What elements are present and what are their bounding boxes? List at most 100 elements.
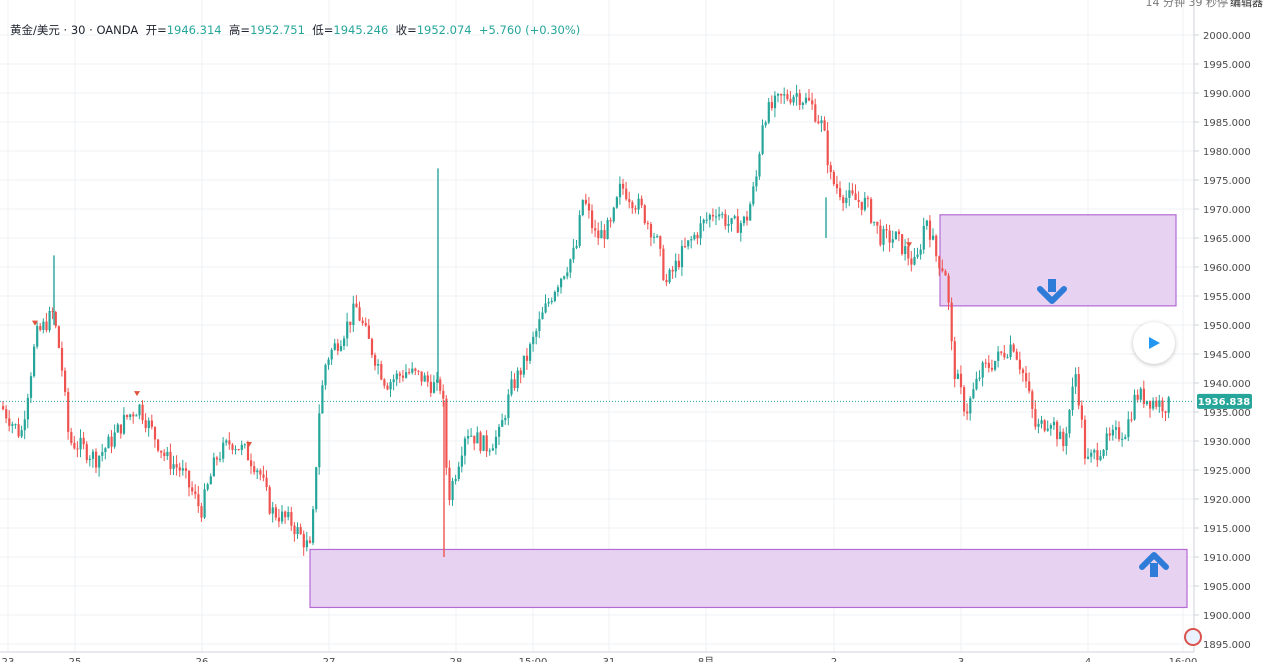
editor-button[interactable]: 编辑器 xyxy=(1230,0,1263,9)
candle-body xyxy=(488,450,491,452)
candle-body xyxy=(525,355,529,361)
candle-body xyxy=(312,509,315,543)
candle-body xyxy=(1000,351,1003,353)
candle-body xyxy=(981,362,984,378)
candle-body xyxy=(597,230,600,239)
candle-body xyxy=(277,517,281,522)
candle-body xyxy=(460,455,463,467)
demand-zone[interactable] xyxy=(309,548,1188,609)
candle-body xyxy=(39,326,42,330)
price-axis[interactable]: 2000.000 1995.000 1990.000 1985.000 1980.000… xyxy=(1193,0,1251,652)
y-tick-label: 1990.000 xyxy=(1203,89,1251,100)
candle-body xyxy=(327,359,330,365)
candle-body xyxy=(702,219,705,224)
candle-body xyxy=(563,276,566,279)
candle-body xyxy=(1136,394,1139,400)
candle-body xyxy=(572,247,575,260)
candle-body xyxy=(541,312,544,320)
candle-body xyxy=(271,507,274,514)
x-tick-label: 31 xyxy=(603,657,616,662)
candle-body xyxy=(1118,427,1121,440)
y-tick-label: 1935.000 xyxy=(1203,408,1251,419)
candle-body xyxy=(587,203,591,211)
candle-body xyxy=(544,303,547,313)
candle-body xyxy=(1018,359,1021,370)
candle-body xyxy=(783,94,786,96)
x-tick-label: 26 xyxy=(196,657,209,662)
candle-body xyxy=(547,302,550,304)
y-tick-label: 1955.000 xyxy=(1203,292,1251,303)
candle-body xyxy=(439,379,442,391)
candle-body xyxy=(823,120,826,131)
x-tick-label: 25 xyxy=(69,657,82,662)
candle-body xyxy=(690,239,693,241)
candle-body xyxy=(653,236,656,238)
x-tick-label: 15:00 xyxy=(519,657,548,662)
candle-body xyxy=(1133,394,1136,420)
x-tick-label: 16:00 xyxy=(1169,657,1198,662)
candle-body xyxy=(863,197,866,210)
candle-body xyxy=(188,470,191,488)
candle-body xyxy=(274,507,277,518)
x-tick-label: 23 xyxy=(2,657,15,662)
candle-body xyxy=(622,183,625,189)
candle-body xyxy=(591,210,594,229)
candle-body xyxy=(57,326,60,348)
candle-body xyxy=(870,199,873,223)
candle-body xyxy=(953,341,956,380)
time-axis[interactable]: 232526272815:00318月23416:00 xyxy=(0,651,1198,662)
candle-body xyxy=(904,246,907,255)
candle-body xyxy=(637,198,640,210)
candle-body xyxy=(429,381,432,393)
candle-body xyxy=(330,349,333,360)
candle-body xyxy=(972,389,975,399)
candle-body xyxy=(88,458,91,461)
candle-body xyxy=(1046,428,1049,431)
candle-body xyxy=(153,426,157,440)
candle-body xyxy=(405,372,408,378)
candle-body xyxy=(699,223,702,239)
candle-body xyxy=(150,420,153,427)
candle-body xyxy=(857,199,860,202)
candle-body xyxy=(203,489,206,518)
y-tick-label: 1950.000 xyxy=(1203,321,1251,332)
candle-body xyxy=(315,467,318,510)
candle-body xyxy=(507,394,510,419)
replay-button[interactable] xyxy=(1133,322,1175,364)
candle-body xyxy=(333,343,336,350)
sell-marker xyxy=(906,242,912,248)
flag-icon[interactable] xyxy=(1184,628,1202,646)
x-tick-label: 27 xyxy=(323,657,336,662)
candle-body xyxy=(780,93,783,96)
supply-zone[interactable] xyxy=(939,214,1177,307)
candle-body xyxy=(839,188,842,198)
candle-body xyxy=(662,248,665,280)
symbol-label[interactable]: 黄金/美元 · 30 · OANDA xyxy=(10,23,139,37)
candle-body xyxy=(767,102,770,123)
candle-body xyxy=(45,321,48,331)
candle-body xyxy=(832,172,835,185)
open-value: 1946.314 xyxy=(166,23,222,37)
candle-body xyxy=(761,125,764,154)
candle-body xyxy=(984,362,987,364)
candle-body xyxy=(101,452,104,456)
candle-body xyxy=(346,321,349,339)
candle-body xyxy=(209,476,212,485)
arrow-down-icon xyxy=(1037,279,1067,304)
candle-body xyxy=(141,404,144,421)
candle-body xyxy=(343,338,346,346)
candle-body xyxy=(584,199,587,204)
candle-body xyxy=(67,391,70,432)
candle-body xyxy=(721,213,724,215)
candle-body xyxy=(491,448,494,451)
candle-body xyxy=(578,215,581,246)
candle-body xyxy=(448,467,451,501)
candle-body xyxy=(374,355,377,366)
candle-body xyxy=(48,311,51,331)
y-tick-label: 1965.000 xyxy=(1203,234,1251,245)
candle-body xyxy=(1080,405,1083,420)
candle-body xyxy=(336,343,339,351)
candle-body xyxy=(262,474,265,478)
candle-body xyxy=(355,303,358,308)
